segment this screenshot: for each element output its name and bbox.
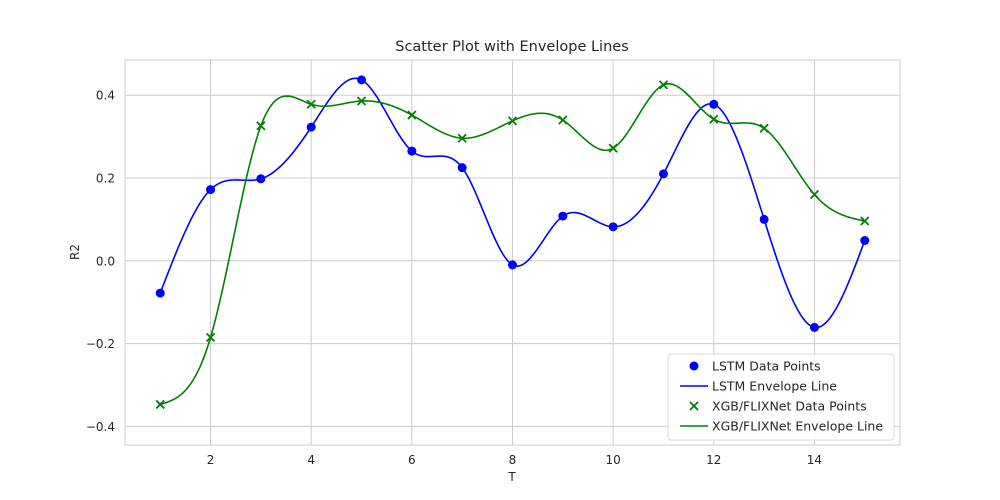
x-tick-label: 14 <box>807 453 822 467</box>
data-point <box>709 99 719 109</box>
data-point <box>558 115 568 125</box>
data-point <box>457 163 467 173</box>
data-point <box>306 122 316 132</box>
legend-entries: LSTM Data Points LSTM Envelope Line XGB/FL… <box>680 359 883 434</box>
data-point <box>357 75 367 85</box>
plot-frame <box>124 59 901 446</box>
data-point <box>507 116 518 126</box>
data-point <box>306 99 316 109</box>
data-point <box>256 121 266 131</box>
legend-marker <box>689 361 699 371</box>
data-point <box>407 146 417 156</box>
data-point <box>407 110 417 120</box>
data-point <box>256 174 266 184</box>
chart-title: Scatter Plot with Envelope Lines <box>395 39 629 55</box>
data-point <box>658 169 668 179</box>
data-point <box>860 235 870 245</box>
data-point <box>759 214 769 224</box>
data-point <box>205 332 216 343</box>
data-point <box>558 211 568 221</box>
legend-marker <box>689 401 699 411</box>
legend-label: LSTM Envelope Line <box>712 379 837 394</box>
y-axis-label: R2 <box>68 244 82 260</box>
tick-label-layer: 2 4 6 8 10 12 14 −0.4 −0.2 0.0 0.2 0.4 <box>86 89 822 467</box>
data-point <box>860 216 870 226</box>
data-point <box>608 222 618 232</box>
y-tick-label: 0.0 <box>96 254 115 268</box>
y-tick-label: 0.4 <box>96 89 115 103</box>
legend-label: LSTM Data Points <box>712 359 821 374</box>
x-tick-label: 6 <box>408 453 416 467</box>
data-point <box>809 322 819 332</box>
data-point <box>457 133 467 143</box>
data-point <box>206 185 216 195</box>
x-tick-label: 12 <box>706 453 721 467</box>
y-tick-label: −0.4 <box>86 420 115 434</box>
data-point <box>155 399 165 410</box>
legend: LSTM Data Points LSTM Envelope Line XGB/FL… <box>667 353 895 441</box>
data-point <box>356 96 367 106</box>
x-tick-label: 2 <box>207 453 215 467</box>
x-axis-label: T <box>507 470 516 484</box>
y-tick-label: 0.2 <box>96 171 115 185</box>
y-tick-label: −0.2 <box>86 337 115 351</box>
legend-label: XGB/FLIXNet Envelope Line <box>712 419 883 434</box>
x-tick-label: 4 <box>307 453 315 467</box>
legend-label: XGB/FLIXNet Data Points <box>712 399 867 414</box>
data-point <box>709 114 719 124</box>
data-point <box>658 80 669 90</box>
data-point <box>759 123 769 133</box>
data-point <box>155 288 165 298</box>
x-tick-label: 10 <box>606 453 621 467</box>
series-layer <box>155 75 870 410</box>
data-point <box>809 189 820 200</box>
data-point <box>508 260 517 270</box>
x-tick-label: 8 <box>509 453 517 467</box>
data-point <box>608 143 618 153</box>
legend-box <box>667 353 895 441</box>
